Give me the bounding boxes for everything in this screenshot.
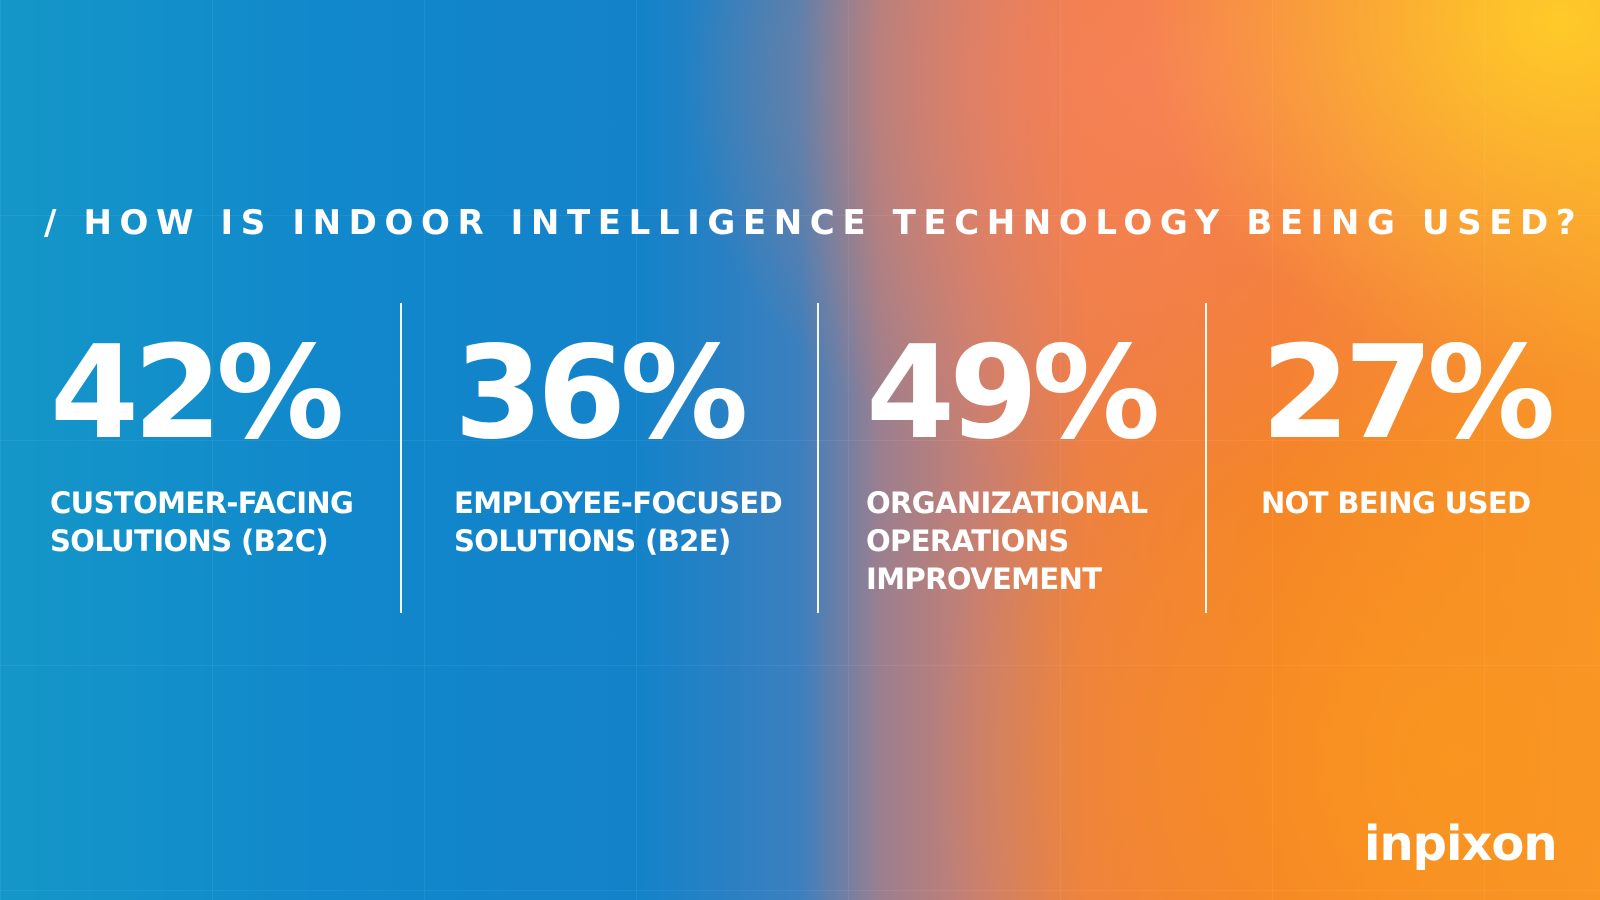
headline: / HOW IS INDOOR INTELLIGENCE TECHNOLOGY … <box>44 203 1584 243</box>
inpixon-logo: inpixon <box>1364 816 1558 872</box>
stat-value: 36% <box>454 319 748 468</box>
stat-customer-facing: 42% CUSTOMER-FACING SOLUTIONS (B2C) <box>50 330 380 560</box>
stat-label-line: SOLUTIONS (B2C) <box>50 524 329 558</box>
divider <box>1205 303 1207 613</box>
stat-label-line: CUSTOMER-FACING <box>50 486 354 520</box>
stat-label: EMPLOYEE-FOCUSED SOLUTIONS (B2E) <box>454 484 784 560</box>
stat-label-line: EMPLOYEE-FOCUSED <box>454 486 783 520</box>
divider <box>817 303 819 613</box>
stat-value: 27% <box>1261 319 1555 468</box>
stat-label-line: SOLUTIONS (B2E) <box>454 524 731 558</box>
stat-employee-focused: 36% EMPLOYEE-FOCUSED SOLUTIONS (B2E) <box>454 330 784 560</box>
stat-label: ORGANIZATIONAL OPERATIONS IMPROVEMENT <box>866 484 1196 598</box>
stat-label-line: IMPROVEMENT <box>866 562 1102 596</box>
stat-label-line: OPERATIONS <box>866 524 1069 558</box>
divider <box>400 303 402 613</box>
stat-operations-improvement: 49% ORGANIZATIONAL OPERATIONS IMPROVEMEN… <box>866 330 1196 598</box>
stat-value: 42% <box>50 319 344 468</box>
stat-label: CUSTOMER-FACING SOLUTIONS (B2C) <box>50 484 380 560</box>
stat-value: 49% <box>866 319 1160 468</box>
stat-label-line: ORGANIZATIONAL <box>866 486 1148 520</box>
stat-label: NOT BEING USED <box>1261 484 1591 522</box>
stat-not-used: 27% NOT BEING USED <box>1261 330 1591 522</box>
stat-label-line: NOT BEING USED <box>1261 486 1531 520</box>
